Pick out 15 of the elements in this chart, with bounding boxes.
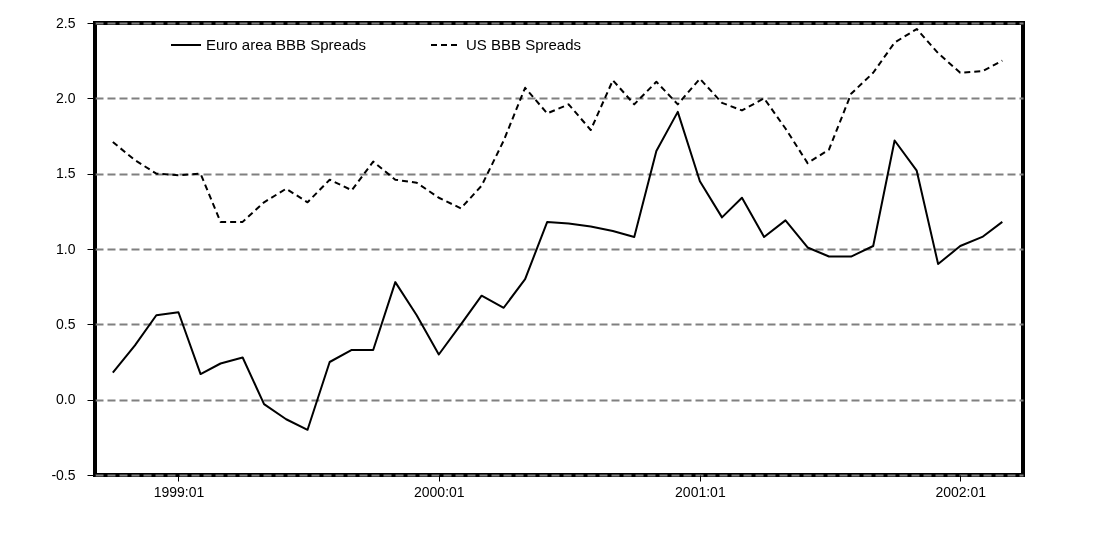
y-tick-label: 2.5 [56,14,76,31]
y-tick-label: 0.5 [56,315,76,332]
y-tick-label: 1.5 [56,165,76,182]
y-tick-label: -0.5 [51,466,76,483]
x-tick-label: 2001:01 [675,483,726,500]
y-tick-label: 2.0 [56,89,76,106]
line-series [111,110,1004,431]
legend-label: US BBB Spreads [466,36,582,53]
line-series [111,28,1004,223]
y-tick-label: 1.0 [56,240,76,257]
x-tick-label: 1999:01 [153,483,205,500]
x-tick-label: 2002:01 [935,483,987,500]
x-tick-label: 2000:01 [414,483,465,500]
y-tick-label: 0.0 [56,391,76,408]
legend-label: Euro area BBB Spreads [206,36,367,53]
